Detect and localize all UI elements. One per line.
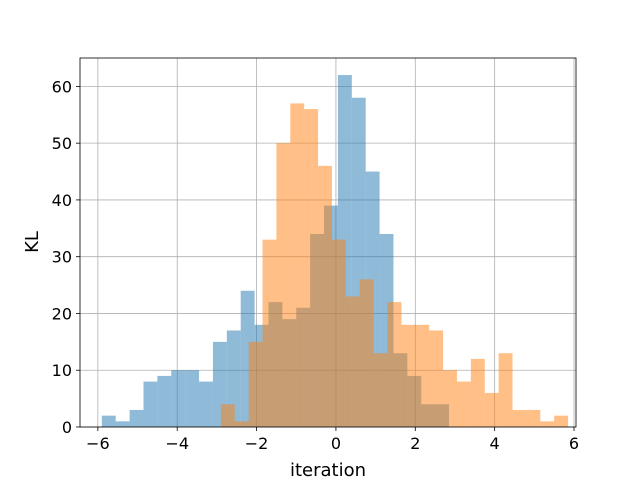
histogram-bar-series-2 [470, 358, 485, 427]
histogram-bar-series-2 [276, 143, 291, 427]
histogram-bar-series-1 [115, 421, 130, 427]
x-tick-label: −2 [245, 434, 269, 453]
histogram-bar-series-2 [415, 324, 430, 427]
histogram-bar-series-2 [345, 296, 360, 427]
histogram-bar-series-1 [199, 381, 213, 427]
histogram-bar-series-2 [498, 353, 513, 427]
histogram-bar-series-2 [262, 239, 277, 427]
y-tick-label: 60 [52, 77, 72, 96]
histogram-bar-series-2 [512, 409, 527, 427]
histogram-bar-series-2 [220, 404, 235, 427]
histogram-bar-series-2 [359, 279, 374, 427]
y-tick-label: 30 [52, 248, 72, 267]
y-tick-label: 0 [62, 418, 72, 437]
histogram-bar-series-2 [429, 330, 444, 427]
x-axis-label: iteration [290, 460, 366, 480]
histogram-bar-series-2 [456, 381, 471, 427]
x-tick-label: −6 [86, 434, 110, 453]
histogram-bar-series-2 [401, 324, 416, 427]
histogram-bar-series-1 [129, 409, 144, 427]
x-tick-label: 4 [490, 434, 500, 453]
histogram-bar-series-2 [318, 165, 332, 427]
histogram-bar-series-1 [157, 375, 172, 427]
histogram-bar-series-2 [526, 409, 541, 427]
y-axis-label: KL [22, 231, 43, 253]
histogram-bar-series-2 [234, 421, 249, 427]
histogram-bar-series-1 [143, 381, 158, 427]
histogram-bar-series-1 [101, 415, 116, 427]
y-tick-label: 10 [52, 361, 72, 380]
histogram-bar-series-2 [540, 421, 555, 427]
histogram-bars [101, 75, 569, 428]
x-tick-label: 6 [569, 434, 579, 453]
histogram-bar-series-1 [185, 370, 200, 427]
histogram-bar-series-2 [290, 103, 305, 428]
grid-lines [80, 58, 576, 428]
histogram-bar-series-2 [443, 370, 457, 427]
histogram-bar-series-2 [387, 302, 402, 427]
histogram-bar-series-2 [484, 392, 499, 427]
histogram-bar-series-2 [331, 239, 346, 427]
histogram-bar-series-2 [373, 353, 388, 427]
x-tick-label: 0 [331, 434, 341, 453]
histogram-bar-series-2 [248, 341, 263, 427]
histogram-bar-series-2 [554, 415, 569, 427]
y-tick-label: 20 [52, 304, 72, 323]
x-tick-label: −4 [165, 434, 189, 453]
y-tick-label: 50 [52, 134, 72, 153]
x-tick-label: 2 [410, 434, 420, 453]
y-tick-label: 40 [52, 191, 72, 210]
histogram-bar-series-2 [304, 109, 319, 427]
histogram-bar-series-1 [171, 370, 186, 427]
histogram-bar-series-1 [226, 330, 241, 427]
plot-frame [79, 57, 577, 428]
